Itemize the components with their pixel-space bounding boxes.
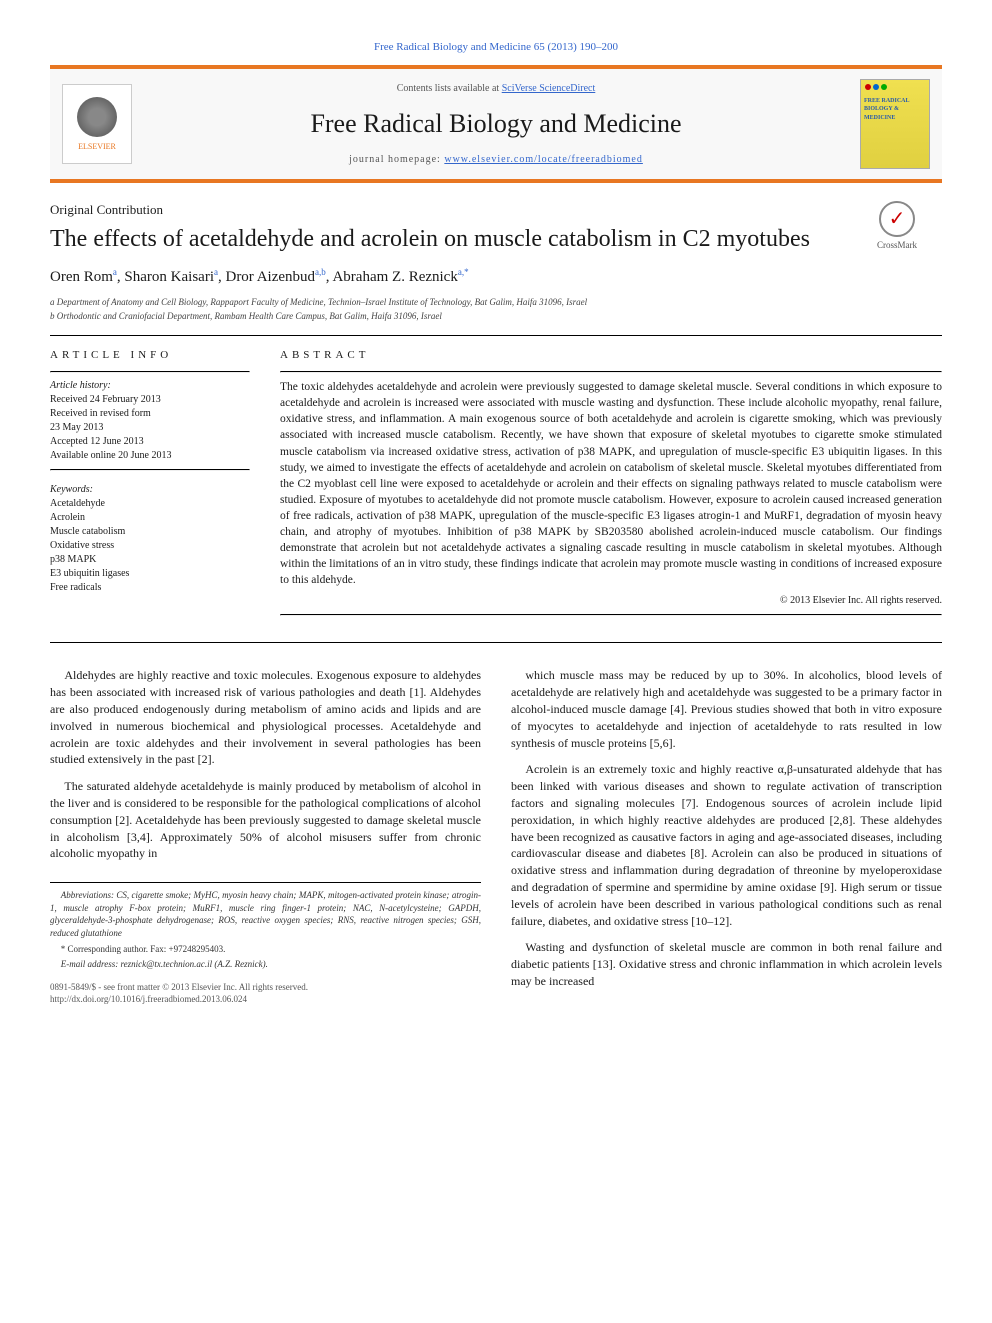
author-list: Oren Roma, Sharon Kaisaria, Dror Aizenbu… [50, 266, 942, 288]
contents-prefix: Contents lists available at [397, 83, 502, 94]
divider [50, 469, 250, 471]
keyword: Acetaldehyde [50, 497, 250, 511]
divider [50, 371, 250, 373]
history-label: Article history: [50, 379, 250, 393]
abstract-column: ABSTRACT The toxic aldehydes acetaldehyd… [280, 348, 942, 623]
keyword: E3 ubiquitin ligases [50, 567, 250, 581]
author-4[interactable]: , Abraham Z. Reznick [326, 269, 458, 285]
homepage-prefix: journal homepage: [349, 154, 444, 165]
affiliation-b: b Orthodontic and Craniofacial Departmen… [50, 310, 942, 323]
crossmark-label: CrossMark [877, 240, 917, 250]
divider [280, 614, 942, 616]
cover-text: FREE RADICAL BIOLOGY & MEDICINE [864, 97, 926, 122]
history-received: Received 24 February 2013 [50, 393, 250, 407]
abstract-head: ABSTRACT [280, 348, 942, 363]
abstract-copyright: © 2013 Elsevier Inc. All rights reserved… [280, 594, 942, 608]
issn-line: 0891-5849/$ - see front matter © 2013 El… [50, 981, 481, 994]
journal-citation[interactable]: Free Radical Biology and Medicine 65 (20… [50, 40, 942, 55]
affil-sup[interactable]: a,b [315, 267, 326, 277]
homepage-link[interactable]: www.elsevier.com/locate/freeradbiomed [444, 154, 643, 165]
body-p4: Acrolein is an extremely toxic and highl… [511, 761, 942, 929]
footer-copyright: 0891-5849/$ - see front matter © 2013 El… [50, 981, 481, 1006]
author-1[interactable]: Oren Rom [50, 269, 113, 285]
homepage-line: journal homepage: www.elsevier.com/locat… [144, 153, 848, 167]
email-line: E-mail address: reznick@tx.technion.ac.i… [50, 958, 481, 971]
history-online: Available online 20 June 2013 [50, 449, 250, 463]
body-text: Aldehydes are highly reactive and toxic … [50, 667, 942, 1006]
author-3[interactable]: , Dror Aizenbud [218, 269, 315, 285]
author-2[interactable]: , Sharon Kaisari [117, 269, 214, 285]
crossmark-badge[interactable]: ✓ CrossMark [852, 201, 942, 252]
body-p1: Aldehydes are highly reactive and toxic … [50, 667, 481, 768]
crossmark-icon: ✓ [879, 201, 915, 237]
email-text[interactable]: E-mail address: reznick@tx.technion.ac.i… [61, 959, 268, 969]
keyword: p38 MAPK [50, 553, 250, 567]
keywords-label: Keywords: [50, 483, 250, 497]
body-p5: Wasting and dysfunction of skeletal musc… [511, 939, 942, 989]
body-p2: The saturated aldehyde acetaldehyde is m… [50, 778, 481, 862]
corresponding-author: * Corresponding author. Fax: +9724829540… [50, 943, 481, 956]
history-revised1: Received in revised form [50, 407, 250, 421]
keyword: Oxidative stress [50, 539, 250, 553]
keyword: Free radicals [50, 581, 250, 595]
abbreviations: Abbreviations: CS, cigarette smoke; MyHC… [50, 889, 481, 939]
journal-cover[interactable]: FREE RADICAL BIOLOGY & MEDICINE [860, 79, 930, 169]
header-center: Contents lists available at SciVerse Sci… [144, 82, 848, 166]
sciencedirect-link[interactable]: SciVerse ScienceDirect [502, 83, 596, 94]
abstract-text: The toxic aldehydes acetaldehyde and acr… [280, 379, 942, 588]
article-title: The effects of acetaldehyde and acrolein… [50, 224, 810, 254]
elsevier-tree-icon [77, 97, 117, 137]
abbrev-text: Abbreviations: CS, cigarette smoke; MyHC… [50, 890, 481, 938]
history-revised2: 23 May 2013 [50, 421, 250, 435]
divider [50, 642, 942, 643]
divider [50, 335, 942, 336]
keyword: Muscle catabolism [50, 525, 250, 539]
article-info-head: ARTICLE INFO [50, 348, 250, 363]
elsevier-logo[interactable]: ELSEVIER [62, 84, 132, 164]
body-p3: which muscle mass may be reduced by up t… [511, 667, 942, 751]
doi-line[interactable]: http://dx.doi.org/10.1016/j.freeradbiome… [50, 993, 481, 1006]
history-accepted: Accepted 12 June 2013 [50, 435, 250, 449]
article-type: Original Contribution [50, 201, 942, 219]
journal-header: ELSEVIER Contents lists available at Sci… [50, 65, 942, 183]
affil-sup[interactable]: a,* [458, 267, 469, 277]
divider [280, 371, 942, 373]
elsevier-label: ELSEVIER [78, 141, 116, 152]
contents-line: Contents lists available at SciVerse Sci… [144, 82, 848, 96]
keyword: Acrolein [50, 511, 250, 525]
meta-abstract-row: ARTICLE INFO Article history: Received 2… [50, 348, 942, 623]
article-info-column: ARTICLE INFO Article history: Received 2… [50, 348, 250, 623]
footnotes: Abbreviations: CS, cigarette smoke; MyHC… [50, 882, 481, 971]
journal-title: Free Radical Biology and Medicine [144, 106, 848, 142]
affiliation-a: a Department of Anatomy and Cell Biology… [50, 296, 942, 309]
